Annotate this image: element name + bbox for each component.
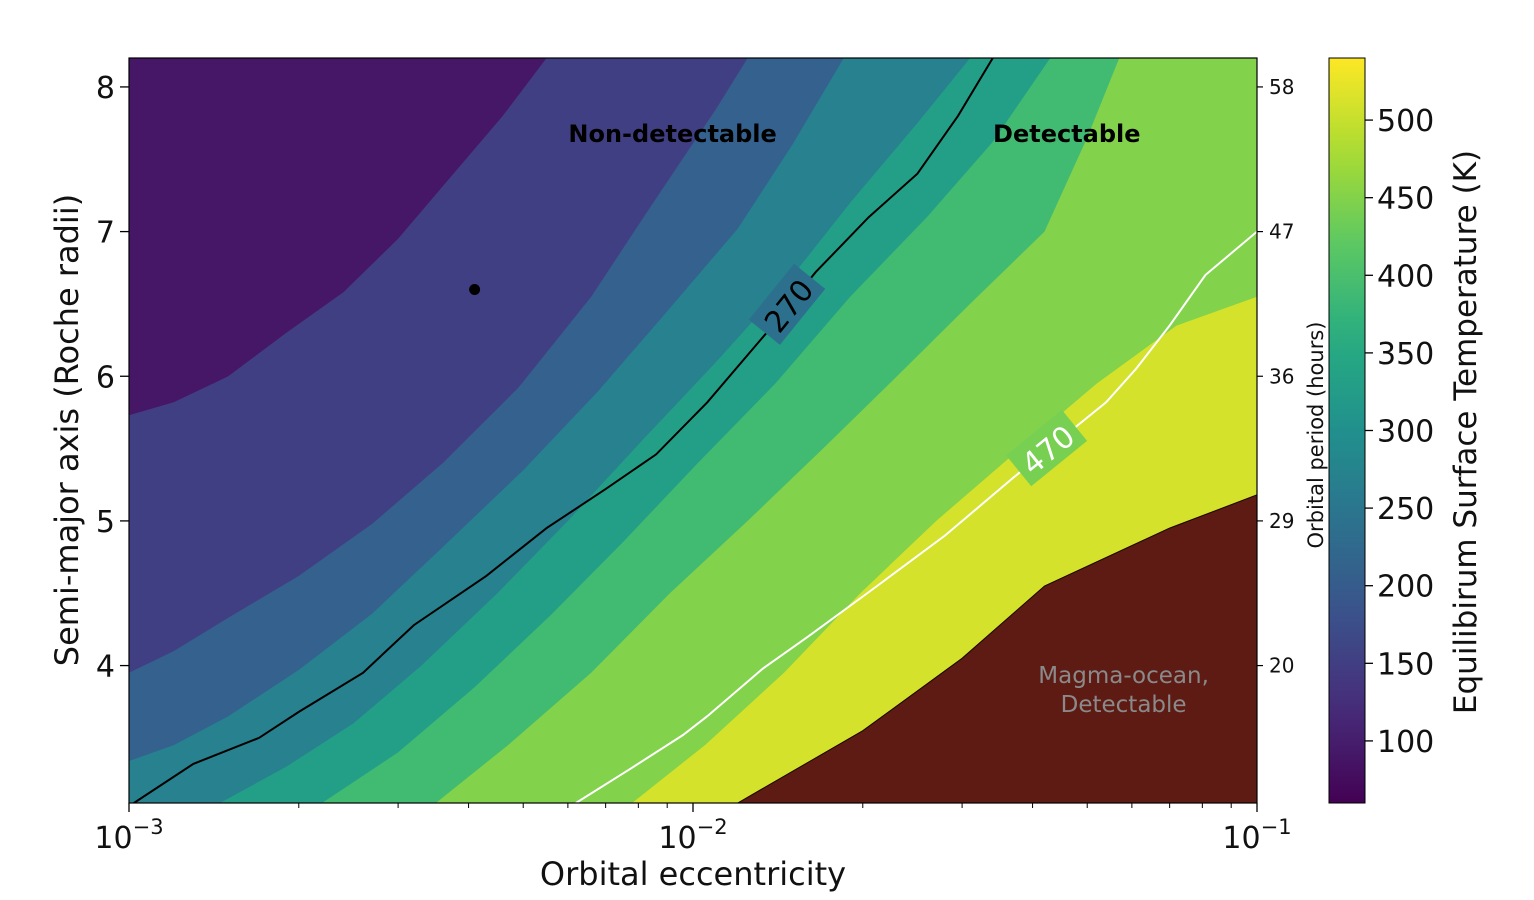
- contour-regions: [129, 58, 1257, 803]
- y-tick-label: 6: [96, 360, 115, 395]
- colorbar-tick-label: 150: [1377, 647, 1434, 682]
- annotation-1: Non-detectable: [568, 120, 776, 148]
- contour-label-gap: [1005, 409, 1088, 487]
- x-tick-label: 10−1: [1222, 815, 1291, 856]
- colorbar-tick-label: 400: [1377, 259, 1434, 294]
- region-annotations: Non-detectable Detectable Magma-ocean, Dete…: [469, 120, 1209, 718]
- colorbar: 100 150 200 250 300 350 400 450 500: [1328, 57, 1434, 804]
- secondary-y-axis: 20 29 36 47 58: [1257, 75, 1294, 678]
- colorbar-tick-label: 300: [1377, 415, 1434, 450]
- colorbar-tick-label: 100: [1377, 725, 1434, 760]
- colorbar-gradient: [1328, 57, 1366, 804]
- y-axis: 4 5 6 7 8: [96, 71, 129, 685]
- y-axis-label: Semi-major axis (Roche radii): [48, 194, 86, 666]
- x-axis: 10−3 10−2 10−1: [94, 803, 1292, 856]
- y-tick-label: 8: [96, 71, 115, 106]
- magma-boundary: [737, 494, 1257, 803]
- region-band-9: [737, 494, 1257, 803]
- y2-tick-label: 29: [1269, 509, 1294, 533]
- x-tick-label: 10−2: [658, 815, 727, 856]
- x-tick-label: 10−3: [94, 815, 163, 856]
- annotation-3: Magma-ocean,: [1038, 663, 1209, 689]
- y-tick-label: 4: [96, 650, 115, 685]
- annotation-2: Detectable: [993, 120, 1141, 148]
- colorbar-tick-label: 200: [1377, 570, 1434, 605]
- contour-line-270: [133, 58, 994, 803]
- contour-lines: [133, 58, 1257, 803]
- colorbar-tick-label: 500: [1377, 104, 1434, 139]
- colorbar-tick-label: 250: [1377, 492, 1434, 527]
- y2-tick-label: 58: [1269, 75, 1294, 99]
- contour-line-470: [575, 230, 1257, 803]
- y-tick-label: 5: [96, 505, 115, 540]
- annotation-4: Detectable: [1061, 692, 1187, 718]
- x-axis-label: Orbital eccentricity: [540, 855, 846, 893]
- contour-label-gap: [748, 263, 826, 345]
- colorbar-tick-label: 450: [1377, 182, 1434, 217]
- y2-tick-label: 47: [1269, 220, 1294, 244]
- data-point: [469, 284, 481, 295]
- y2-tick-label: 36: [1269, 364, 1294, 388]
- colorbar-tick-label: 350: [1377, 337, 1434, 372]
- colorbar-label: Equilibirum Surface Temperature (K): [1448, 150, 1484, 714]
- y-tick-label: 7: [96, 216, 115, 251]
- y2-tick-label: 20: [1269, 654, 1294, 678]
- y2-axis-label: Orbital period (hours): [1304, 322, 1328, 549]
